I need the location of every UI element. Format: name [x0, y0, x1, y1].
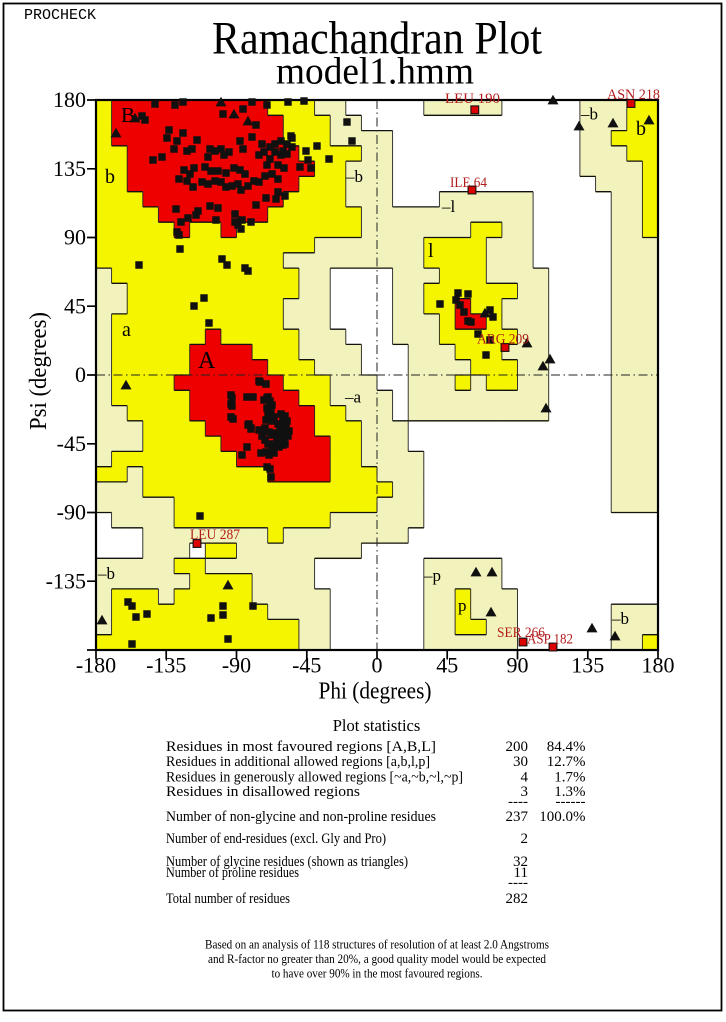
svg-text:3: 3: [521, 784, 529, 800]
svg-text:Number of glycine residues (sh: Number of glycine residues (shown as tri…: [166, 854, 408, 870]
svg-text:–b: –b: [580, 105, 598, 124]
svg-text:100.0%: 100.0%: [539, 809, 585, 825]
svg-text:and R-factor no greater than 2: and R-factor no greater than 20%, a good…: [208, 952, 547, 966]
svg-text:200: 200: [506, 739, 529, 755]
svg-text:12.7%: 12.7%: [547, 754, 586, 770]
svg-text:----: ----: [508, 875, 528, 891]
svg-text:1.3%: 1.3%: [554, 784, 585, 800]
svg-text:180: 180: [53, 87, 86, 112]
svg-text:A: A: [198, 348, 216, 374]
svg-text:–p: –p: [423, 566, 441, 585]
svg-text:Residues in disallowed regions: Residues in disallowed regions: [166, 784, 360, 800]
svg-text:90: 90: [507, 653, 529, 678]
svg-text:------: ------: [556, 794, 586, 810]
svg-text:0: 0: [75, 362, 86, 387]
svg-text:-45: -45: [57, 431, 86, 456]
svg-text:Total number of residues: Total number of residues: [166, 891, 290, 907]
svg-text:45: 45: [64, 293, 86, 318]
svg-text:B: B: [121, 103, 135, 127]
svg-text:Ramachandran Plot: Ramachandran Plot: [212, 13, 542, 65]
svg-text:b: b: [105, 166, 115, 188]
svg-text:32: 32: [513, 854, 528, 870]
svg-text:4: 4: [521, 769, 529, 785]
svg-text:Plot statistics: Plot statistics: [333, 716, 421, 735]
svg-text:30: 30: [513, 754, 528, 770]
svg-text:–b: –b: [97, 564, 115, 583]
svg-text:----: ----: [508, 794, 528, 810]
svg-text:84.4%: 84.4%: [547, 739, 586, 755]
svg-text:11: 11: [514, 865, 528, 881]
svg-text:45: 45: [436, 653, 458, 678]
svg-text:to have over 90% in the most f: to have over 90% in the most favoured re…: [272, 967, 483, 981]
svg-text:ARG 209: ARG 209: [477, 332, 529, 348]
svg-text:282: 282: [506, 891, 529, 907]
svg-text:–l: –l: [441, 197, 456, 216]
svg-text:ILE 64: ILE 64: [450, 175, 488, 191]
svg-text:LEU 287: LEU 287: [190, 527, 240, 543]
svg-text:90: 90: [64, 225, 86, 250]
svg-text:l: l: [428, 240, 434, 262]
svg-text:SER 266: SER 266: [497, 625, 545, 641]
svg-text:-135: -135: [46, 568, 86, 593]
svg-text:180: 180: [642, 653, 675, 678]
svg-text:1.7%: 1.7%: [554, 769, 585, 785]
svg-text:Residues in generously allowed: Residues in generously allowed regions […: [166, 769, 463, 785]
svg-text:Number of end-residues (excl.: Number of end-residues (excl. Gly and Pr…: [166, 831, 386, 847]
svg-text:p: p: [458, 596, 467, 615]
svg-text:0: 0: [372, 653, 383, 678]
svg-text:b: b: [636, 118, 646, 140]
svg-text:Number of non-glycine and non-: Number of non-glycine and non-proline re…: [166, 809, 436, 825]
svg-text:–b: –b: [611, 609, 629, 628]
svg-text:Residues in additional allowed: Residues in additional allowed regions […: [166, 754, 430, 770]
svg-text:-90: -90: [57, 500, 86, 525]
svg-text:Phi (degrees): Phi (degrees): [319, 679, 432, 705]
svg-text:135: 135: [53, 156, 86, 181]
svg-text:237: 237: [506, 809, 529, 825]
svg-text:a: a: [122, 319, 131, 341]
svg-text:ASN 218: ASN 218: [607, 87, 660, 103]
svg-text:–a: –a: [344, 388, 362, 407]
svg-text:ASP 182: ASP 182: [527, 632, 573, 648]
svg-text:-45: -45: [292, 653, 321, 678]
svg-text:135: 135: [571, 653, 604, 678]
svg-text:model1.hmm: model1.hmm: [276, 51, 474, 93]
svg-text:-90: -90: [222, 653, 251, 678]
svg-text:Residues in most favoured regi: Residues in most favoured regions [A,B,L…: [166, 739, 436, 755]
svg-text:Psi (degrees): Psi (degrees): [26, 312, 52, 430]
svg-text:Number of proline residues: Number of proline residues: [166, 865, 299, 881]
svg-text:2: 2: [521, 831, 529, 847]
svg-text:Based on an analysis of 118 st: Based on an analysis of 118 structures o…: [205, 938, 549, 952]
svg-text:–b: –b: [345, 167, 363, 186]
svg-text:-180: -180: [76, 653, 116, 678]
svg-text:LEU 190: LEU 190: [445, 91, 500, 107]
svg-text:PROCHECK: PROCHECK: [24, 7, 96, 24]
svg-text:-135: -135: [146, 653, 186, 678]
